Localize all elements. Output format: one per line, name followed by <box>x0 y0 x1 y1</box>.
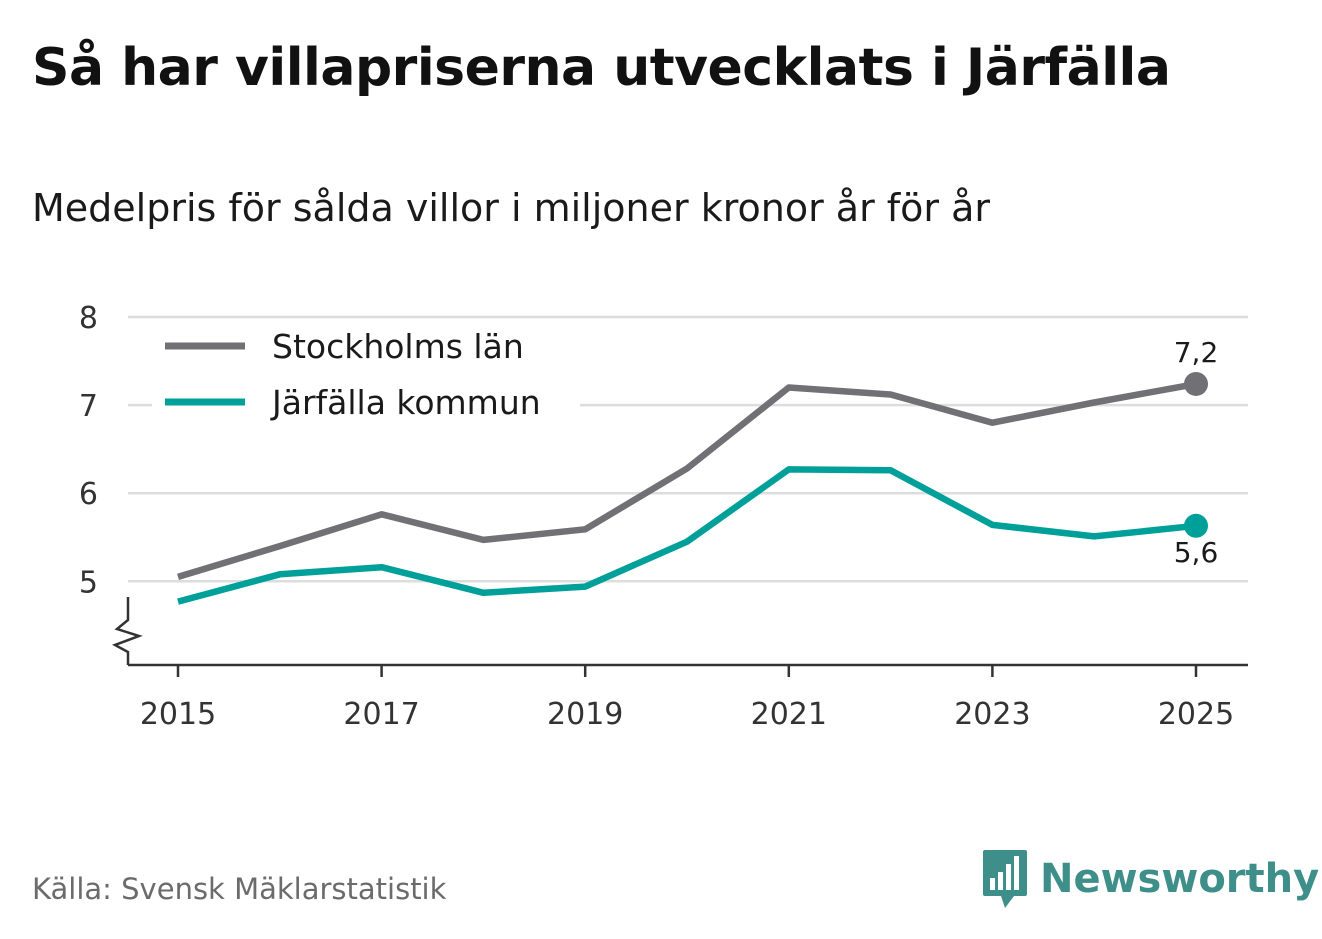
end-point-1 <box>1184 513 1208 538</box>
x-tick-label: 2015 <box>140 697 216 732</box>
x-tick-label: 2025 <box>1158 697 1234 732</box>
y-tick-label: 7 <box>79 389 98 424</box>
data-point <box>684 466 690 472</box>
legend-background <box>152 322 580 430</box>
data-point <box>175 599 181 605</box>
gridlines <box>128 315 1248 583</box>
data-point <box>582 526 588 532</box>
x-tick-label: 2017 <box>343 697 419 732</box>
data-point <box>1091 399 1097 405</box>
newsworthy-logo: Newsworthy <box>982 848 1319 910</box>
axes: 5 6 7 8 2015 2017 2019 2021 2023 2025 <box>79 301 1248 732</box>
y-tick-label: 6 <box>79 477 98 512</box>
data-point <box>989 522 995 528</box>
legend-label-0: Stockholms län <box>272 327 524 366</box>
chart-title: Så har villapriserna utvecklats i Järfäl… <box>32 38 1171 98</box>
x-tick-label: 2019 <box>547 697 623 732</box>
brand-name: Newsworthy <box>1040 856 1320 902</box>
series-lines: 7,2 5,6 <box>175 336 1219 605</box>
data-point <box>989 420 995 426</box>
data-point <box>379 511 385 517</box>
data-point <box>888 467 894 473</box>
data-point <box>786 466 792 472</box>
legend: Stockholms län Järfälla kommun <box>152 322 580 430</box>
data-point <box>480 590 486 596</box>
data-point <box>277 571 283 577</box>
end-label-1: 5,6 <box>1174 536 1219 569</box>
data-point <box>379 564 385 570</box>
series-line-0 <box>177 380 1197 581</box>
y-axis-break-icon <box>111 597 143 665</box>
x-tick-label: 2023 <box>954 697 1030 732</box>
data-point <box>684 539 690 545</box>
y-tick-label: 5 <box>79 565 98 600</box>
data-point <box>1091 533 1097 539</box>
x-tick-label: 2021 <box>751 697 827 732</box>
end-point-0 <box>1184 371 1208 396</box>
chart-subtitle: Medelpris för sålda villor i miljoner kr… <box>32 186 991 230</box>
end-label-0: 7,2 <box>1174 336 1219 369</box>
source-note: Källa: Svensk Mäklarstatistik <box>32 872 447 906</box>
legend-label-1: Järfälla kommun <box>270 383 541 422</box>
data-point <box>175 574 181 580</box>
data-point <box>888 392 894 398</box>
data-point <box>277 543 283 549</box>
data-point <box>582 584 588 590</box>
bar-chart-speech-bubble-icon <box>983 850 1027 908</box>
y-tick-label: 8 <box>79 301 98 336</box>
data-point <box>786 384 792 390</box>
data-point <box>480 537 486 543</box>
series-line-1 <box>177 466 1197 605</box>
